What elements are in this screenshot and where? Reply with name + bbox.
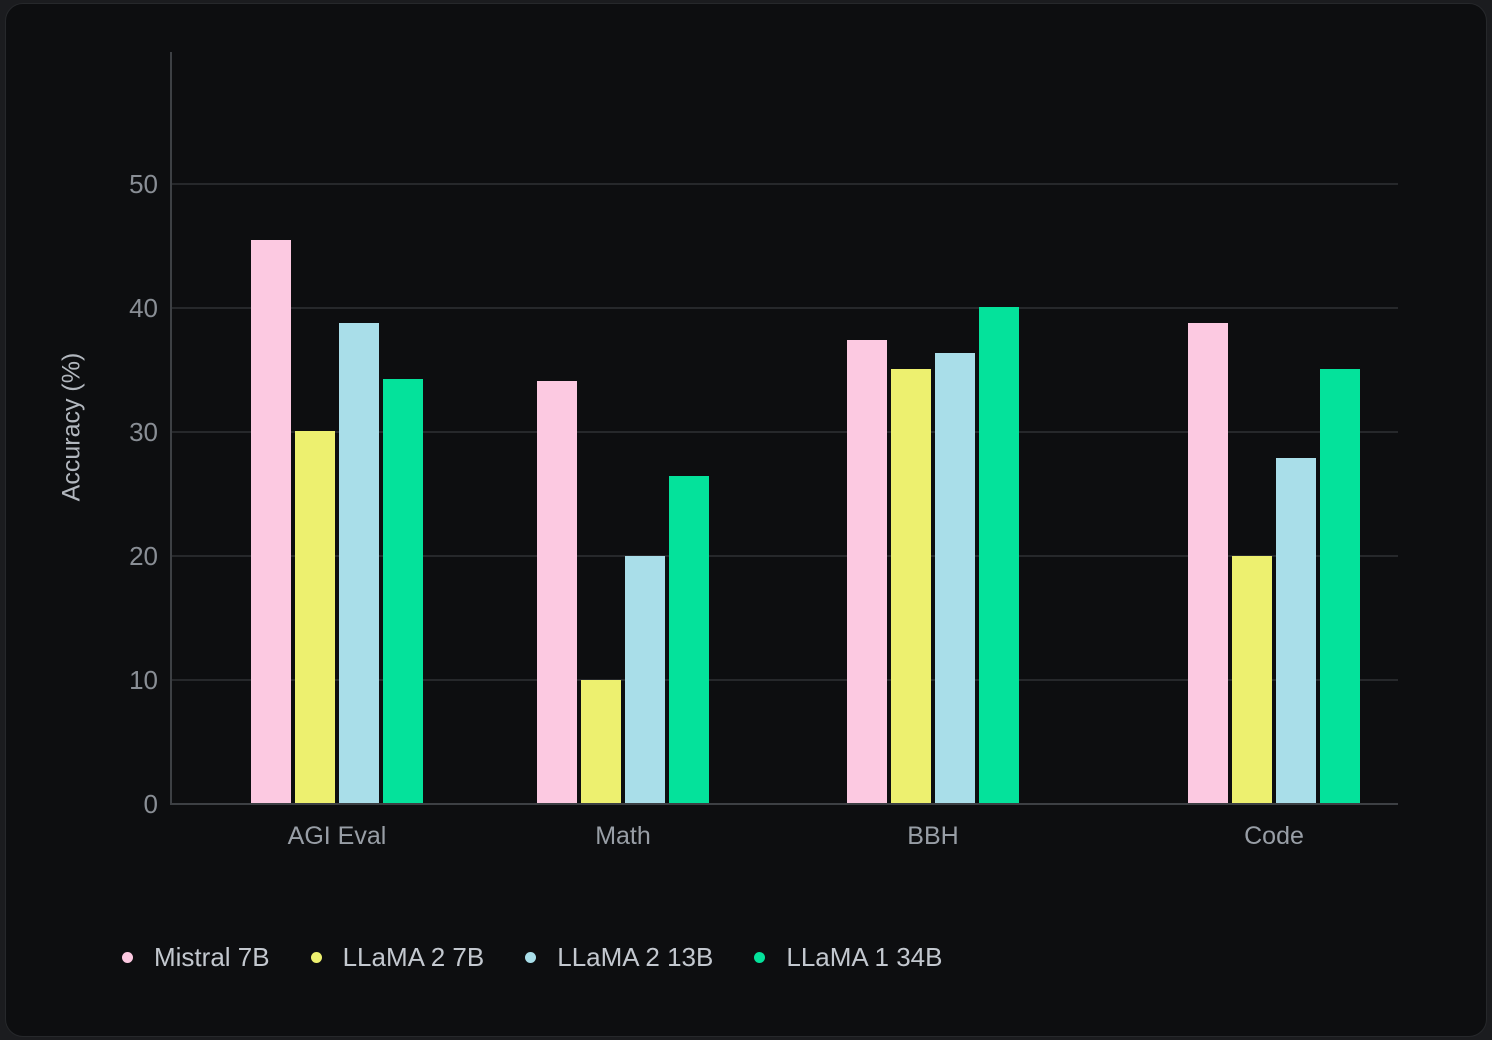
y-tick-label-50: 50 — [129, 168, 158, 199]
bar-llama-2-7b-code — [1232, 556, 1272, 805]
gridline-30 — [172, 430, 1398, 433]
legend-dot-icon — [525, 951, 537, 963]
bar-mistral-7b-code — [1188, 323, 1228, 805]
legend-dot-icon — [122, 951, 133, 963]
bar-llama-2-13b-bbh — [935, 353, 975, 805]
legend-label: LLaMA 1 34B — [786, 942, 943, 972]
x-axis-line — [170, 803, 1398, 805]
bar-llama-1-34b-agi-eval — [383, 379, 423, 805]
bar-llama-1-34b-math — [669, 476, 709, 805]
x-axis-label-code: Code — [1244, 822, 1304, 850]
gridline-20 — [172, 554, 1398, 557]
legend-label: Mistral 7B — [154, 942, 270, 972]
bar-llama-2-13b-math — [625, 556, 665, 805]
chart-card: Accuracy (%) 0 10 20 30 40 50 AGI Eval Math BBH… — [5, 3, 1487, 1037]
bar-mistral-7b-bbh — [847, 340, 887, 805]
legend-label: LLaMA 2 13B — [557, 942, 714, 972]
y-tick-label-20: 20 — [129, 540, 158, 571]
bar-llama-2-13b-code — [1276, 458, 1316, 805]
y-tick-label-40: 40 — [129, 292, 158, 323]
bar-llama-2-7b-bbh — [891, 369, 931, 805]
bar-llama-2-7b-math — [581, 680, 621, 805]
y-axis-line — [170, 52, 172, 805]
y-tick-label-10: 10 — [129, 664, 158, 695]
bar-chart-plot-area: Accuracy (%) 0 10 20 30 40 50 AGI Eval Math BBH… — [6, 4, 1486, 1036]
gridline-50 — [172, 182, 1398, 185]
bar-llama-1-34b-bbh — [979, 307, 1019, 805]
bar-mistral-7b-math — [537, 381, 577, 805]
y-tick-label-0: 0 — [143, 789, 158, 819]
legend-label: LLaMA 2 7B — [342, 942, 485, 972]
gridline-40 — [172, 306, 1398, 309]
x-axis-label-math: Math — [595, 822, 651, 850]
legend-item-llama-2-13b[interactable]: LLaMA 2 13B — [525, 942, 713, 972]
legend-item-llama-2-7b[interactable]: LLaMA 2 7B — [310, 942, 485, 972]
legend: Mistral 7B LLaMA 2 7B LLaMA 2 13B LLaMA 1 3… — [122, 942, 983, 972]
x-axis-label-agi-eval: AGI Eval — [287, 822, 387, 850]
legend-dot-icon — [310, 951, 322, 963]
x-axis-label-bbh: BBH — [907, 822, 959, 850]
legend-item-llama-1-34b[interactable]: LLaMA 1 34B — [754, 942, 942, 972]
bar-llama-1-34b-code — [1320, 369, 1360, 805]
gridline-10 — [172, 678, 1398, 681]
bar-mistral-7b-agi-eval — [251, 240, 291, 805]
legend-item-mistral-7b[interactable]: Mistral 7B — [122, 942, 270, 972]
legend-dot-icon — [754, 951, 766, 963]
bar-llama-2-7b-agi-eval — [295, 431, 335, 805]
y-tick-label-30: 30 — [129, 416, 158, 447]
bar-llama-2-13b-agi-eval — [339, 323, 379, 805]
